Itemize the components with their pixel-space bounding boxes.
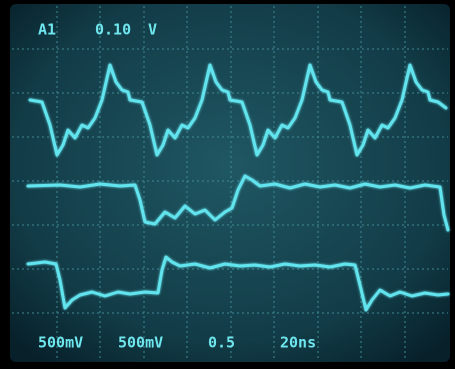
waveforms [26, 63, 450, 312]
timebase: 20ns [280, 334, 316, 352]
scale-value: 0.10 [95, 21, 131, 39]
trace-2 [26, 174, 450, 232]
trace-1 [28, 63, 448, 157]
ch3-setting: 0.5 [208, 334, 235, 352]
ch2-setting: 500mV [118, 334, 163, 352]
ch1-setting: 500mV [38, 334, 83, 352]
channel-label: A1 [38, 21, 56, 39]
screen-background [10, 4, 450, 362]
trace-3 [26, 255, 450, 312]
scale-unit: V [148, 21, 157, 39]
